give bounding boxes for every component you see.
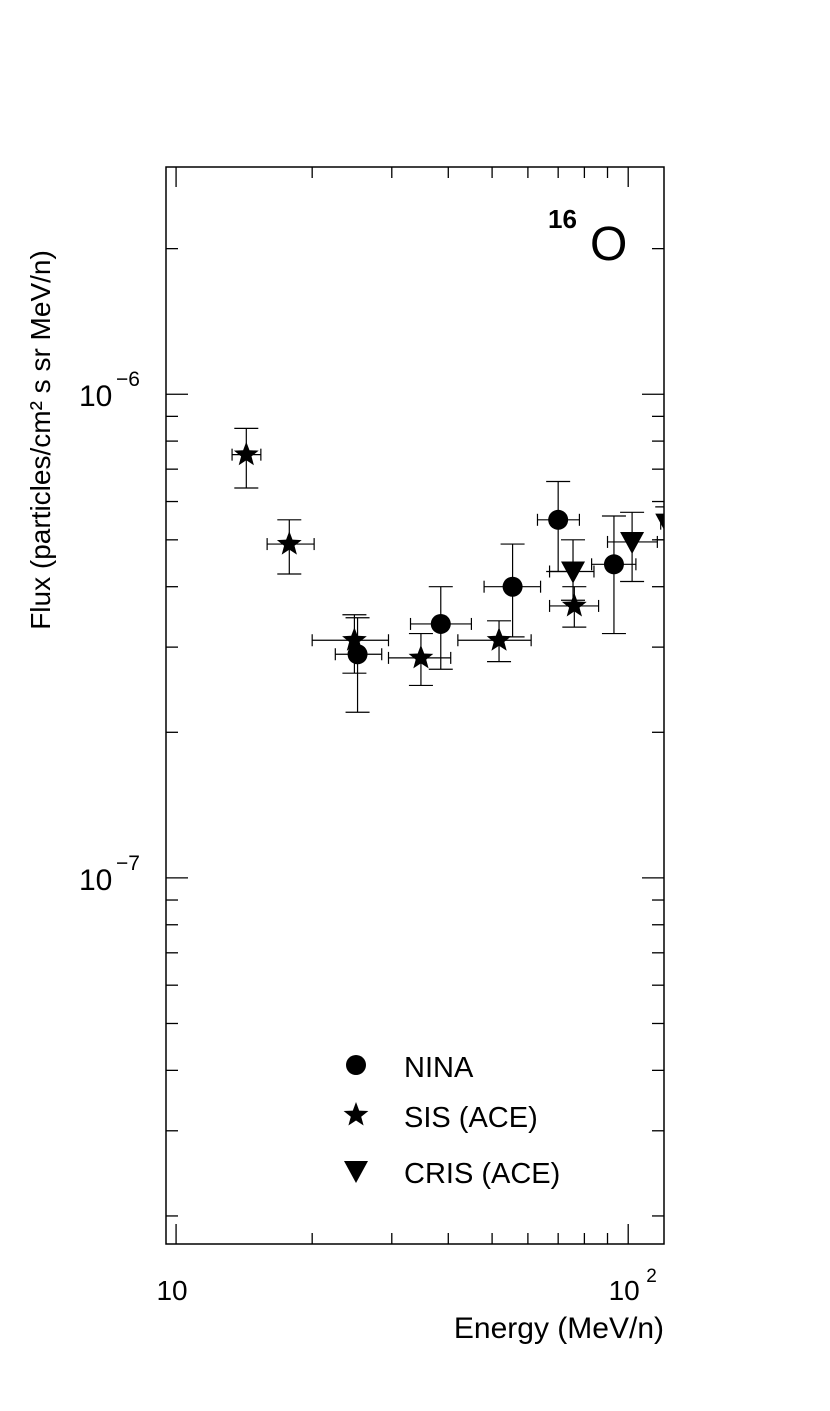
sis-ace-point: [387, 632, 452, 687]
sis-ace-marker: [561, 592, 587, 617]
tick-labels: 10 10 210−610−7: [79, 368, 657, 1306]
nina-point: [334, 617, 383, 713]
isotope-symbol: O: [590, 218, 627, 271]
sis-ace-marker: [342, 627, 367, 651]
cris-ace-point: [655, 506, 664, 541]
plot-frame: [165, 166, 665, 1245]
cris-ace-point: [548, 539, 595, 601]
legend: NINA SIS (ACE) CRIS (ACE): [343, 1052, 560, 1190]
svg-text:10: 10: [79, 380, 112, 413]
sis-ace-point: [266, 519, 315, 575]
y-tick-label: 10−6: [79, 368, 140, 413]
nina-marker: [548, 509, 569, 530]
cris-ace-marker: [561, 561, 586, 584]
legend-circle-icon: [346, 1055, 366, 1075]
sis-ace-point: [457, 620, 532, 663]
sis-ace-point: [548, 586, 600, 628]
sis-ace-marker: [408, 644, 434, 669]
legend-item: SIS (ACE): [343, 1102, 538, 1134]
svg-text:10: 10: [79, 864, 112, 897]
nina-point: [483, 543, 542, 638]
legend-label: CRIS (ACE): [404, 1158, 560, 1190]
y-tick-label: 10−7: [79, 852, 140, 897]
x-tick-label: 10: [156, 1275, 187, 1306]
svg-text:2: 2: [646, 1266, 657, 1287]
legend-item: NINA: [346, 1052, 474, 1084]
sis-ace-marker: [486, 627, 512, 651]
nina-marker: [347, 644, 368, 665]
nina-point: [591, 515, 637, 635]
nina-point: [409, 586, 473, 670]
x-tick-label: 10 2: [609, 1266, 657, 1306]
nina-marker: [502, 576, 523, 597]
legend-star-icon: [343, 1102, 369, 1126]
cris-ace-point: [606, 511, 658, 583]
legend-item: CRIS (ACE): [344, 1158, 560, 1190]
svg-text:−7: −7: [116, 852, 140, 875]
sis-ace-point: [231, 427, 262, 489]
nina-marker: [430, 613, 451, 634]
sis-ace-point: [311, 614, 390, 674]
sis-ace-marker: [276, 531, 302, 555]
sis-ace-marker: [233, 441, 259, 466]
legend-label: SIS (ACE): [404, 1102, 538, 1134]
nina-marker: [603, 554, 624, 575]
svg-text:10: 10: [609, 1275, 640, 1306]
isotope-mass: 16: [548, 204, 577, 234]
svg-text:10: 10: [156, 1275, 187, 1306]
cris-ace-marker: [620, 531, 645, 554]
y-axis-label: Flux (particles/cm² s sr MeV/n): [25, 250, 56, 630]
svg-text:−6: −6: [116, 368, 140, 391]
legend-label: NINA: [404, 1052, 474, 1084]
cris-ace-marker: [655, 513, 664, 530]
x-axis-label: Energy (MeV/n): [454, 1312, 664, 1345]
legend-triangle-down-icon: [344, 1161, 368, 1183]
data-points: [231, 427, 664, 713]
